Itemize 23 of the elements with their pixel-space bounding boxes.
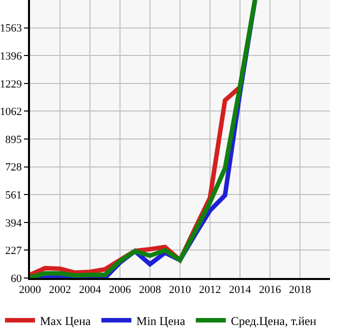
y-tick-label: 394 bbox=[5, 217, 22, 230]
x-tick-label: 2012 bbox=[199, 284, 221, 296]
x-tick-label: 2018 bbox=[289, 284, 312, 296]
y-tick-label: 227 bbox=[5, 245, 22, 258]
x-tick-label: 2004 bbox=[79, 284, 102, 296]
legend-label: Сред.Цена, т.йен bbox=[230, 314, 317, 328]
legend-label: Max Цена bbox=[40, 314, 92, 328]
y-tick-label: 895 bbox=[5, 134, 22, 146]
y-tick-label: 728 bbox=[5, 162, 22, 174]
y-tick-label: 1396 bbox=[0, 50, 22, 62]
x-tick-label: 2008 bbox=[139, 284, 162, 296]
legend-label: Min Цена bbox=[136, 314, 186, 328]
y-tick-label: 561 bbox=[5, 189, 22, 202]
x-tick-label: 2006 bbox=[109, 284, 132, 296]
y-tick-label: 1062 bbox=[0, 106, 22, 118]
y-tick-label: 60 bbox=[10, 272, 22, 285]
x-tick-label: 2002 bbox=[49, 284, 71, 296]
x-tick-label: 2016 bbox=[259, 284, 282, 296]
y-tick-label: 1563 bbox=[0, 22, 22, 35]
x-tick-label: 2010 bbox=[169, 284, 192, 296]
x-tick-label: 2000 bbox=[19, 284, 42, 296]
y-tick-label: 1229 bbox=[0, 78, 22, 90]
x-tick-label: 2014 bbox=[229, 284, 252, 296]
